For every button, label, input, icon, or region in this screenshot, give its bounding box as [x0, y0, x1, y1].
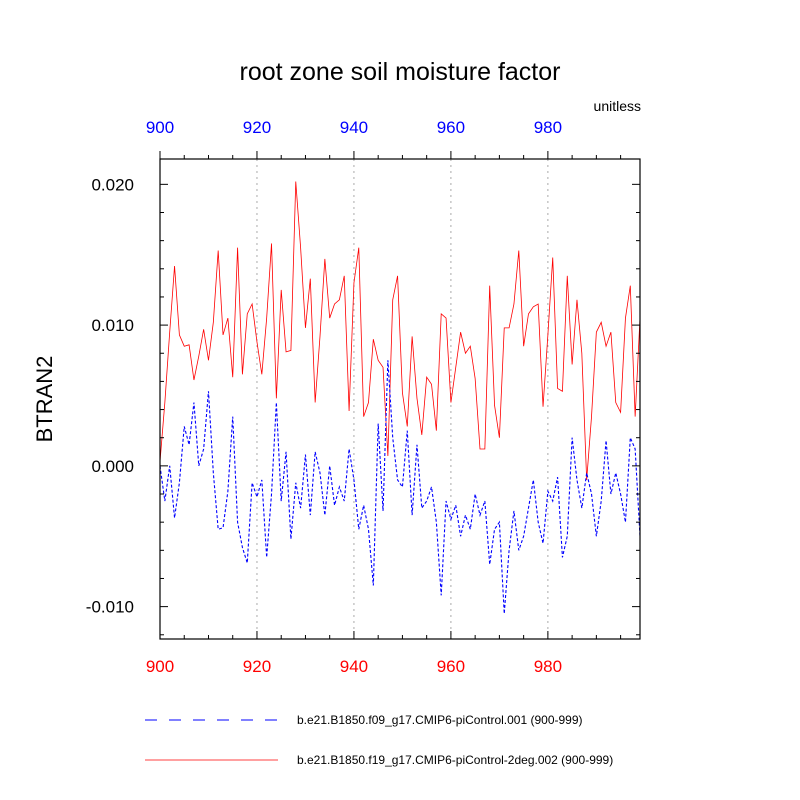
x-tick-label-bottom: 900 [146, 657, 174, 676]
y-tick-label: -0.010 [86, 598, 134, 617]
x-tick-label-top: 980 [534, 118, 562, 137]
y-axis-label: BTRAN2 [32, 356, 57, 443]
chart-title: root zone soil moisture factor [240, 58, 561, 86]
x-tick-label-bottom: 960 [437, 657, 465, 676]
x-tick-label-bottom: 940 [340, 657, 368, 676]
y-tick-label: 0.020 [91, 175, 134, 194]
y-tick-label: 0.010 [91, 316, 134, 335]
plot-frame [159, 158, 641, 640]
x-tick-label-bottom: 980 [534, 657, 562, 676]
legend-label-blue: b.e21.B1850.f09_g17.CMIP6-piControl.001 … [297, 713, 583, 727]
x-tick-label-top: 900 [146, 118, 174, 137]
y-tick-label: 0.000 [91, 457, 134, 476]
axis-ticks: 900 900 920 920 940 940 960 960 980 980 -0.010 0.00… [86, 118, 640, 676]
series-group [159, 181, 641, 614]
grid-lines [256, 159, 549, 639]
series-line-red [159, 181, 641, 480]
x-tick-label-top: 960 [437, 118, 465, 137]
x-tick-label-bottom: 920 [243, 657, 271, 676]
series-line-blue [159, 360, 641, 614]
legend-label-red: b.e21.B1850.f19_g17.CMIP6-piControl-2deg… [297, 753, 613, 767]
x-tick-label-top: 940 [340, 118, 368, 137]
units-label: unitless [594, 98, 641, 114]
x-tick-label-top: 920 [243, 118, 271, 137]
